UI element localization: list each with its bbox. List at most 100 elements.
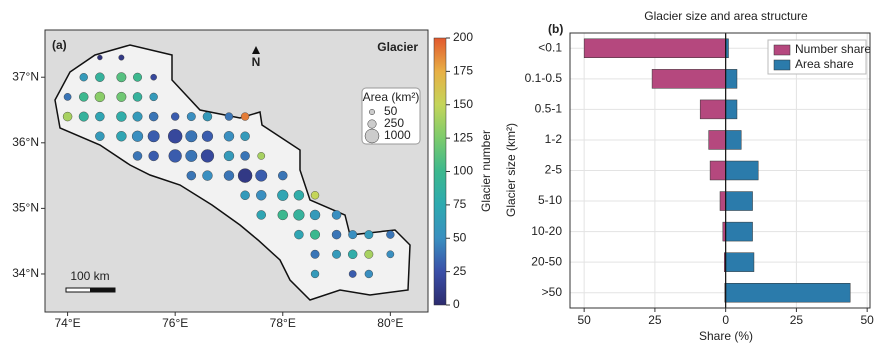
legend-swatch (774, 60, 790, 70)
glacier-bubble (80, 73, 88, 81)
north-label: N (252, 55, 261, 69)
glacier-bubble (186, 150, 198, 162)
glacier-bubble (332, 250, 341, 259)
scale-label: 100 km (70, 269, 109, 283)
y-tick-label: 37°N (12, 69, 39, 83)
glacier-bubble (201, 149, 214, 162)
glacier-bubble (169, 149, 182, 162)
y-tick-label: 10-20 (531, 224, 562, 238)
legend-label: Number share (795, 42, 871, 56)
glacier-bubble (277, 190, 288, 201)
bar (710, 161, 726, 180)
glacier-bubble (294, 190, 304, 200)
glacier-bubble (241, 151, 250, 160)
x-tick-label: 76°E (162, 316, 188, 330)
x-tick-label: 50 (577, 313, 591, 327)
y-tick-label: 34°N (12, 266, 39, 280)
glacier-bubble (202, 171, 212, 181)
glacier-bubble (202, 131, 213, 142)
glacier-bubble (348, 230, 357, 239)
x-tick-label: 25 (648, 313, 662, 327)
glacier-bubble (79, 92, 88, 101)
glacier-bubble (132, 131, 143, 142)
glacier-bubble (311, 270, 319, 278)
bar (726, 192, 753, 211)
colorbar (434, 38, 446, 305)
x-axis-label: Share (%) (699, 329, 753, 343)
glacier-bubble (241, 191, 250, 200)
glacier-bubble (149, 112, 158, 121)
colorbar-tick-label: 50 (453, 230, 467, 244)
y-tick-label: 36°N (12, 135, 39, 149)
bar (726, 69, 737, 88)
size-legend-marker (365, 129, 379, 143)
glacier-bubble (348, 250, 357, 259)
glacier-bubble (79, 112, 89, 122)
size-legend-title: Area (km²) (363, 90, 420, 104)
glacier-bubble (95, 132, 104, 141)
glacier-bubble (365, 270, 373, 278)
glacier-bubble (150, 93, 158, 101)
y-tick-label: 0.1-0.5 (525, 71, 563, 85)
glacier-bubble (278, 171, 287, 180)
colorbar-tick-label: 175 (453, 64, 473, 78)
y-axis-label: Glacier size (km²) (504, 123, 518, 217)
glacier-bubble (64, 93, 71, 100)
glacier-bubble (224, 171, 234, 181)
glacier-bubble (171, 113, 179, 121)
glacier-bubble (97, 55, 102, 60)
y-tick-label: <0.1 (538, 40, 562, 54)
glacier-bubble (224, 131, 234, 141)
glacier-bubble (365, 230, 374, 239)
bar (652, 69, 726, 88)
colorbar-label: Glacier number (479, 130, 493, 212)
glacier-bubble (187, 171, 196, 180)
bar (726, 161, 759, 180)
size-legend-label: 1000 (384, 128, 411, 142)
glacier-bubble (95, 73, 104, 82)
glacier-bubble (149, 151, 159, 161)
y-tick-label: 2-5 (545, 163, 563, 177)
y-tick-label: 0.5-1 (535, 102, 563, 116)
glacier-bubble (365, 250, 374, 259)
bar (726, 222, 753, 241)
glacier-bubble (187, 112, 196, 121)
figure: (a) Glacier N 100 km Area (km²) Glacier … (0, 0, 875, 343)
glacier-bubble (133, 92, 142, 101)
glacier-bubble (238, 169, 252, 183)
glacier-bubble (63, 112, 72, 121)
glacier-bubble (168, 129, 182, 143)
glacier-bubble (349, 270, 356, 277)
bar (726, 283, 851, 302)
glacier-bubble (225, 113, 233, 121)
glacier-bubble (117, 92, 127, 102)
legend-label: Area share (795, 57, 854, 71)
glacier-bubble (256, 190, 266, 200)
glacier-bubble (133, 112, 143, 122)
y-tick-label: 1-2 (545, 132, 563, 146)
glacier-bubble (95, 92, 105, 102)
glacier-bubble (258, 152, 265, 159)
colorbar-tick-label: 100 (453, 164, 473, 178)
x-tick-label: 0 (722, 313, 729, 327)
x-tick-label: 50 (860, 313, 874, 327)
x-tick-label: 78°E (270, 316, 296, 330)
glacier-bubble (116, 131, 126, 141)
colorbar-tick-label: 200 (453, 30, 473, 44)
glacier-bubble (278, 210, 288, 220)
glacier-bubble (310, 230, 320, 240)
glacier-bubble (294, 230, 303, 239)
glacier-bubble (203, 112, 212, 121)
bar (726, 253, 754, 272)
panel-label: (a) (52, 38, 67, 52)
glacier-bubble (151, 74, 157, 80)
glacier-bubble (224, 151, 234, 161)
bar (709, 130, 726, 149)
glacier-bubble (186, 130, 198, 142)
glacier-bubble (95, 112, 104, 121)
glacier-bubble (133, 73, 142, 82)
glacier-bubble (255, 170, 267, 182)
colorbar-tick-label: 150 (453, 97, 473, 111)
colorbar-tick-label: 0 (453, 297, 460, 311)
glacier-bubble (241, 132, 250, 141)
